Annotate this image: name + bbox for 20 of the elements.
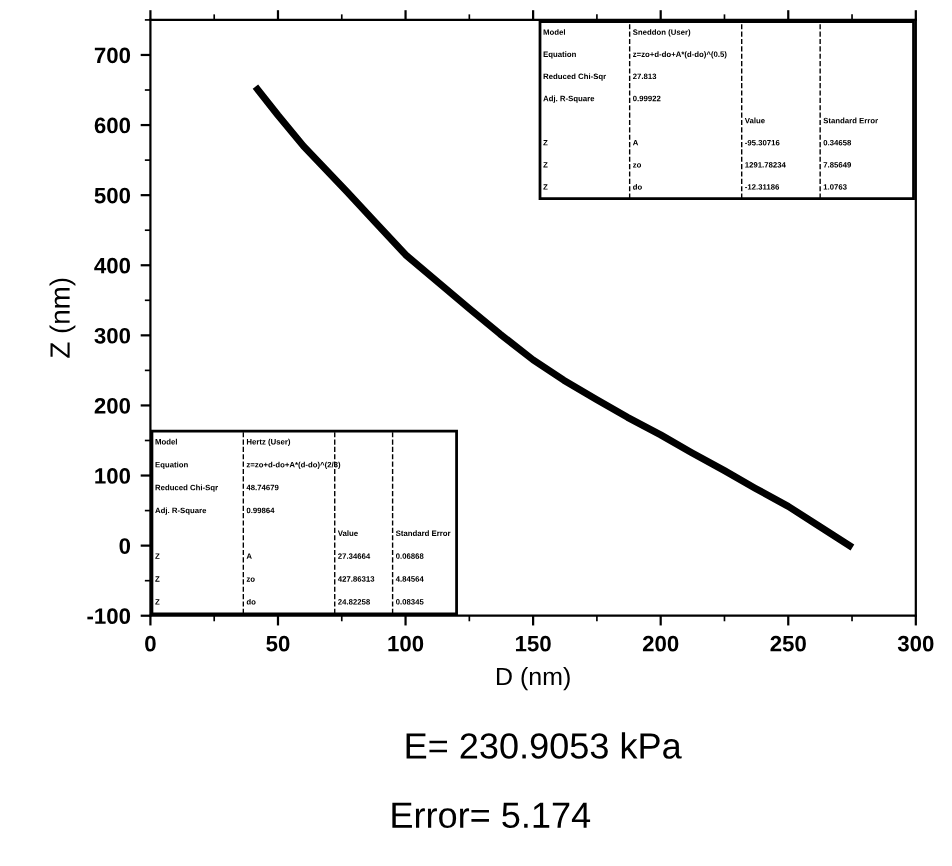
y-tick-label: 200 [94,397,131,414]
x-tick-label: 200 [642,635,679,652]
y-tick-label: 500 [94,187,131,204]
y-tick-label: 0 [119,538,131,554]
x-tick-label: 150 [515,635,551,652]
y-tick-label: 400 [94,257,131,274]
y-tick-label: 300 [94,327,131,344]
x-tick-label: 100 [388,635,424,652]
text: E= 230.9053 kPa [406,732,682,759]
y-tick-label: 100 [95,468,131,484]
y-axis-title: Z (nm) [49,278,76,358]
x-axis-title: D (nm) [496,667,570,691]
x-tick-label: 300 [897,635,934,652]
y-tick-label: -100 [87,608,131,624]
y-tick-label: 600 [94,117,131,134]
y-tick-label: 700 [94,47,131,64]
x-tick-label: 250 [770,635,806,652]
x-tick-label: 0 [145,635,156,652]
text: Error= 5.174 [392,802,591,829]
x-tick-label: 50 [266,635,290,652]
